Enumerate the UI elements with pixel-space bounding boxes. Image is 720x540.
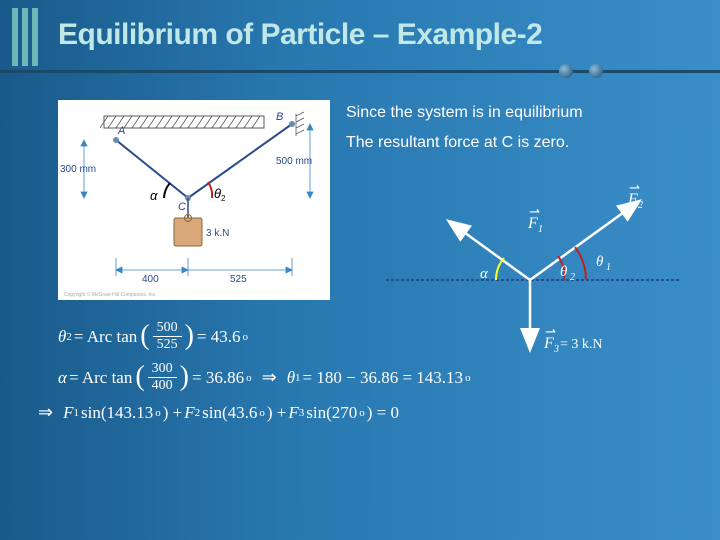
svg-text:θ: θ (596, 254, 604, 270)
figure-svg: A B C α θ 2 300 mm 500 mm 400 525 3 k.N … (58, 100, 330, 300)
dim-bl: 400 (142, 274, 159, 285)
equation-2: α = Arc tan ( 300400 ) = 36.86o ⇒ θ1 = 1… (58, 361, 698, 394)
label-alpha: α (150, 188, 158, 203)
svg-text:Copyright © McGraw-Hill Compan: Copyright © McGraw-Hill Companies, Inc. (64, 291, 157, 298)
label-A: A (117, 125, 125, 137)
statement-block: Since the system is in equilibrium The r… (346, 102, 583, 161)
accent-bar (12, 8, 18, 66)
svg-text:α: α (480, 266, 489, 282)
svg-text:2: 2 (638, 200, 643, 211)
svg-text:2: 2 (570, 272, 575, 283)
svg-text:F: F (627, 191, 638, 208)
equation-3: ⇒ F1 sin(143.13o ) + F2 sin(43.6o ) + F3… (58, 402, 698, 423)
accent-bars (12, 8, 38, 66)
statement-1: Since the system is in equilibrium (346, 102, 583, 124)
svg-text:2: 2 (221, 194, 226, 203)
problem-figure: A B C α θ 2 300 mm 500 mm 400 525 3 k.N … (58, 100, 330, 300)
statement-2: The resultant force at C is zero. (346, 132, 583, 154)
label-theta2: θ (214, 186, 221, 201)
dim-br: 525 (230, 274, 247, 285)
accent-bar (32, 8, 38, 66)
equation-1: θ2 = Arc tan ( 500525 ) = 43.6o (58, 320, 698, 353)
load-label: 3 k.N (206, 228, 229, 239)
title-underline (0, 68, 720, 74)
svg-text:1: 1 (606, 262, 611, 273)
slide-title: Equilibrium of Particle – Example-2 (58, 18, 542, 52)
accent-bar (22, 8, 28, 66)
label-B: B (276, 111, 283, 123)
label-C: C (178, 201, 186, 213)
svg-text:1: 1 (538, 224, 543, 235)
equations-block: θ2 = Arc tan ( 500525 ) = 43.6o α = Arc … (58, 320, 698, 431)
svg-text:F: F (527, 215, 538, 232)
dim-right: 500 mm (276, 156, 312, 167)
dim-left: 300 mm (60, 164, 96, 175)
svg-text:θ: θ (560, 264, 568, 280)
